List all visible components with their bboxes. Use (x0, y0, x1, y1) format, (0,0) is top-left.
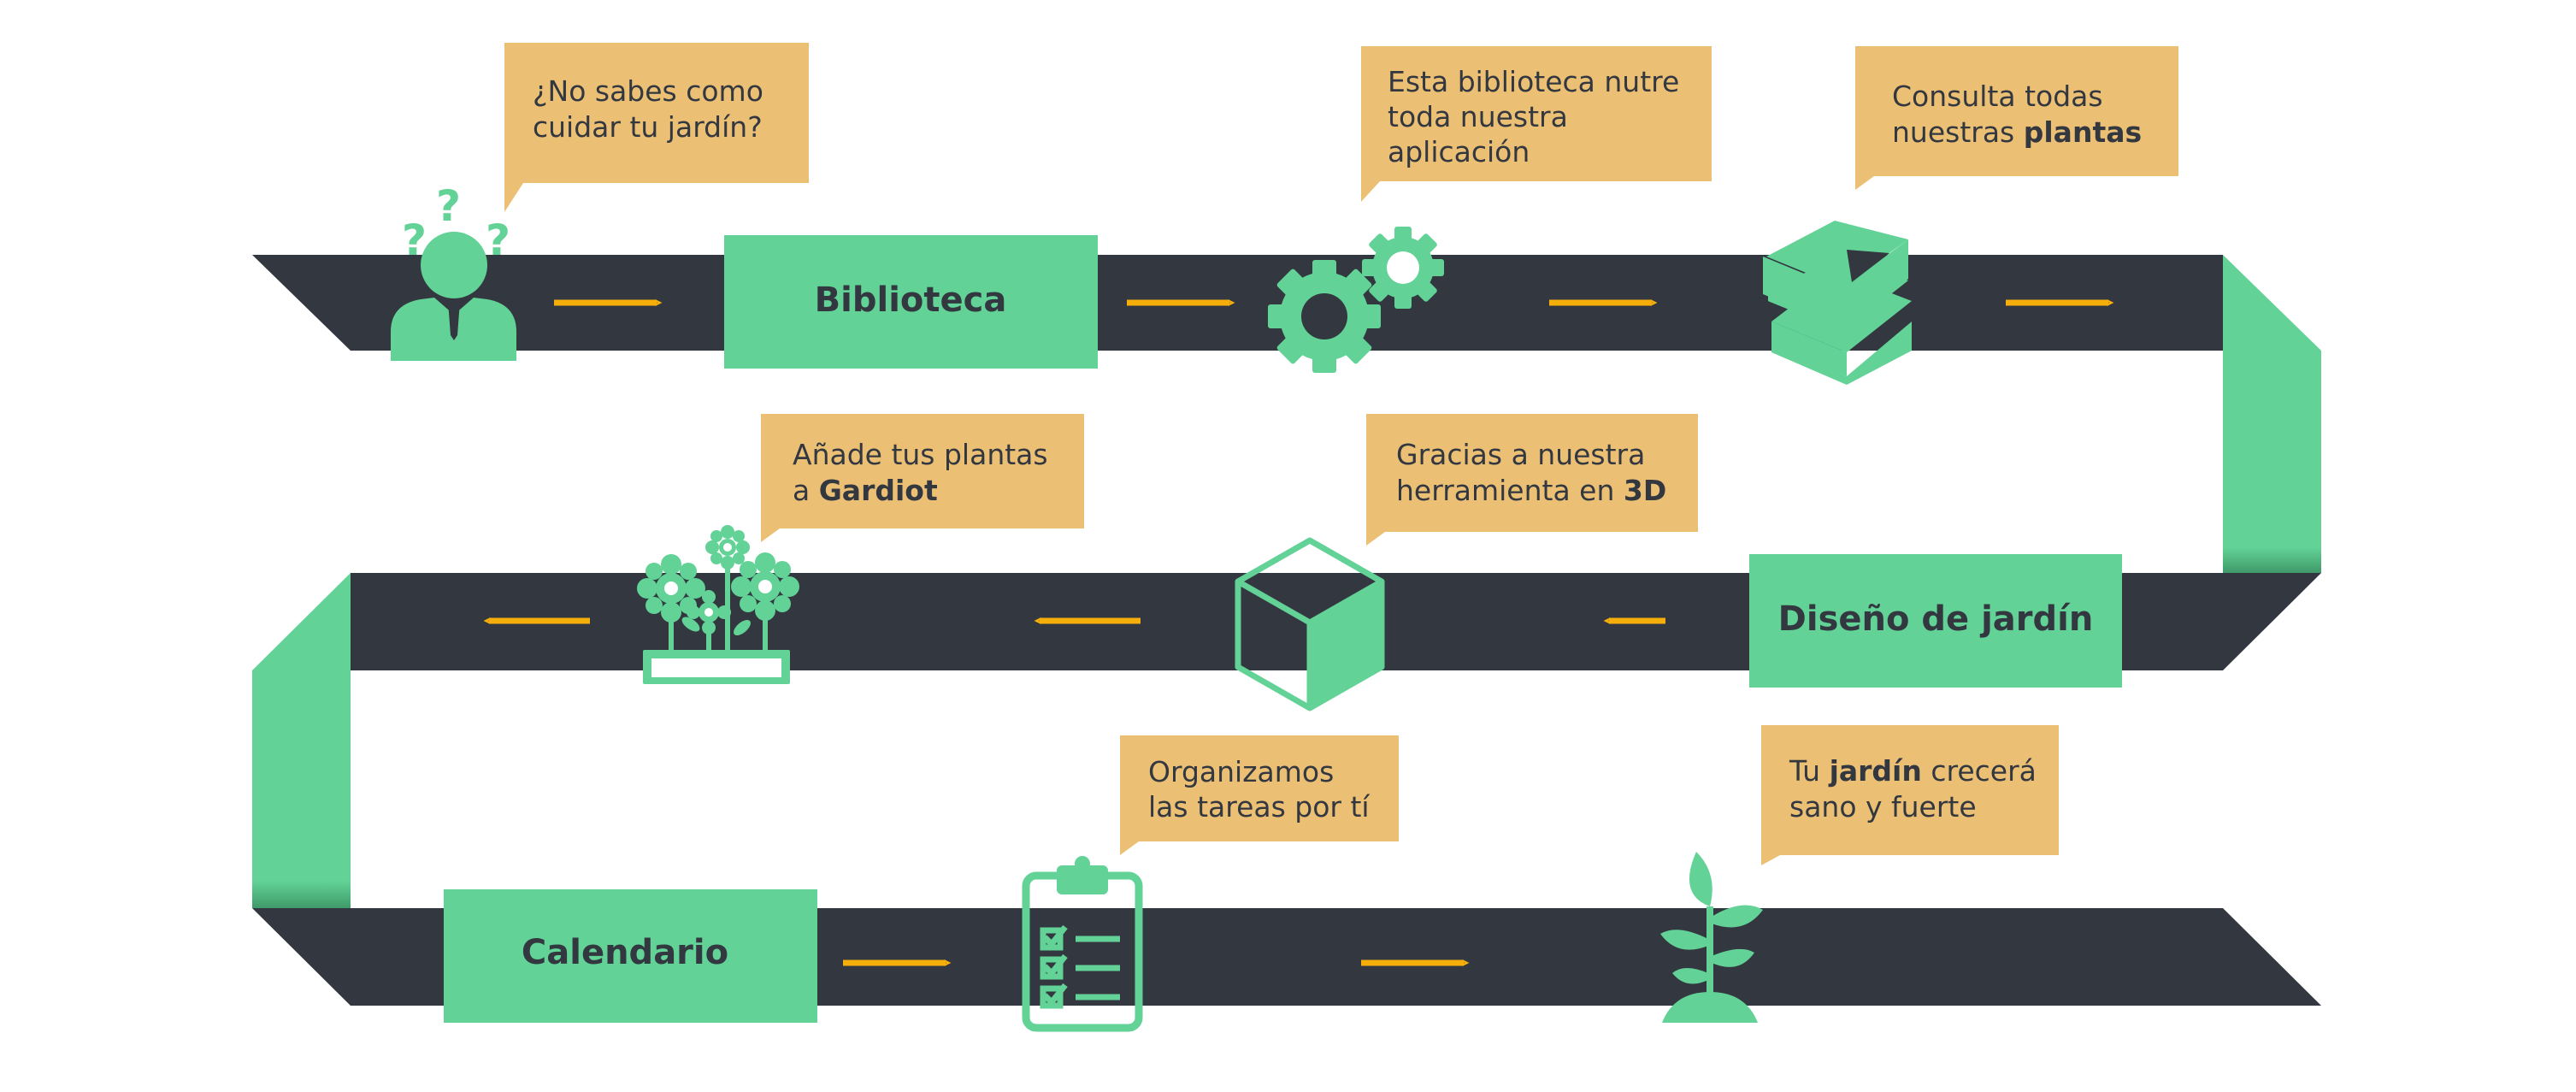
callout-line: sano y fuerte (1789, 790, 1977, 823)
svg-text:Tu jardín crecerá sano y: Tu jardín crecerá sano y fuerte (1789, 754, 2045, 823)
callout-line: Consulta todas (1892, 80, 2103, 113)
question-mark-icon: ? (486, 215, 510, 265)
callout-3d: Gracias a nuestra herramienta en 3D (1366, 414, 1698, 546)
books-icon (1763, 221, 1912, 385)
callout-line: aplicación (1388, 135, 1530, 168)
svg-text:Esta biblioteca nutre to: Esta biblioteca nutre toda nuestra aplic… (1388, 65, 1689, 168)
confused-person-icon: ? ? ? (391, 181, 516, 361)
callout-line: toda nuestra (1388, 100, 1568, 133)
callout-text: a (793, 474, 819, 507)
callout-tareas: Organizamos las tareas por tí (1120, 735, 1399, 855)
svg-text:Organizamos las tareas p: Organizamos las tareas por tí (1148, 755, 1371, 823)
callout-text: Tu (1789, 754, 1830, 788)
gears-icon (1268, 227, 1444, 373)
step-calendario[interactable]: Calendario (444, 889, 817, 1023)
step-diseno[interactable]: Diseño de jardín (1749, 554, 2122, 688)
question-mark-icon: ? (436, 181, 461, 231)
callout-text: herramienta en (1396, 474, 1624, 507)
sprout-icon (1660, 852, 1763, 1023)
cube-3d-icon (1235, 537, 1385, 711)
right-fold-ribbon (2223, 255, 2321, 573)
callout-line: Añade tus plantas (793, 438, 1048, 471)
question-mark-icon: ? (402, 215, 427, 265)
flower-pot-icon (637, 525, 799, 684)
svg-text:Añade tus plantas a Gard: Añade tus plantas a Gardiot (793, 438, 1057, 507)
callout-line: Esta biblioteca nutre (1388, 65, 1679, 98)
callout-plantas: Consulta todas nuestras plantas (1855, 46, 2178, 190)
callout-bold: plantas (2024, 115, 2142, 149)
step-calendario-label: Calendario (522, 933, 728, 972)
callout-bold: 3D (1624, 474, 1666, 507)
callout-text: nuestras (1892, 115, 2024, 149)
callout-line: las tareas por tí (1148, 790, 1371, 823)
road-top (252, 255, 2223, 351)
svg-text:Gracias a nuestra herram: Gracias a nuestra herramienta en 3D (1396, 438, 1666, 507)
callout-line: Gracias a nuestra (1396, 438, 1645, 471)
callout-line: ¿No sabes como (533, 74, 763, 108)
callout-no-sabes: ¿No sabes como cuidar tu jardín? (504, 43, 809, 212)
callout-bold: jardín (1828, 754, 1922, 788)
svg-text:¿No sabes como cuidar tu: ¿No sabes como cuidar tu jardín? (533, 74, 772, 144)
step-diseno-label: Diseño de jardín (1778, 599, 2094, 639)
flow-arrows (483, 299, 2114, 966)
left-fold-ribbon (252, 573, 351, 908)
step-biblioteca-label: Biblioteca (815, 280, 1007, 320)
svg-text:Consulta todas nuestras: Consulta todas nuestras plantas (1892, 80, 2142, 149)
callout-line: cuidar tu jardín? (533, 110, 763, 144)
callout-crecera: Tu jardín crecerá sano y fuerte (1761, 725, 2059, 865)
callout-bold: Gardiot (819, 474, 938, 507)
callout-line: Organizamos (1148, 755, 1334, 788)
callout-gardiot: Añade tus plantas a Gardiot (761, 414, 1084, 542)
step-biblioteca[interactable]: Biblioteca (724, 235, 1098, 369)
callout-biblioteca: Esta biblioteca nutre toda nuestra aplic… (1361, 46, 1712, 202)
callout-text: crecerá (1922, 754, 2037, 788)
clipboard-checklist-icon (1022, 856, 1143, 1032)
